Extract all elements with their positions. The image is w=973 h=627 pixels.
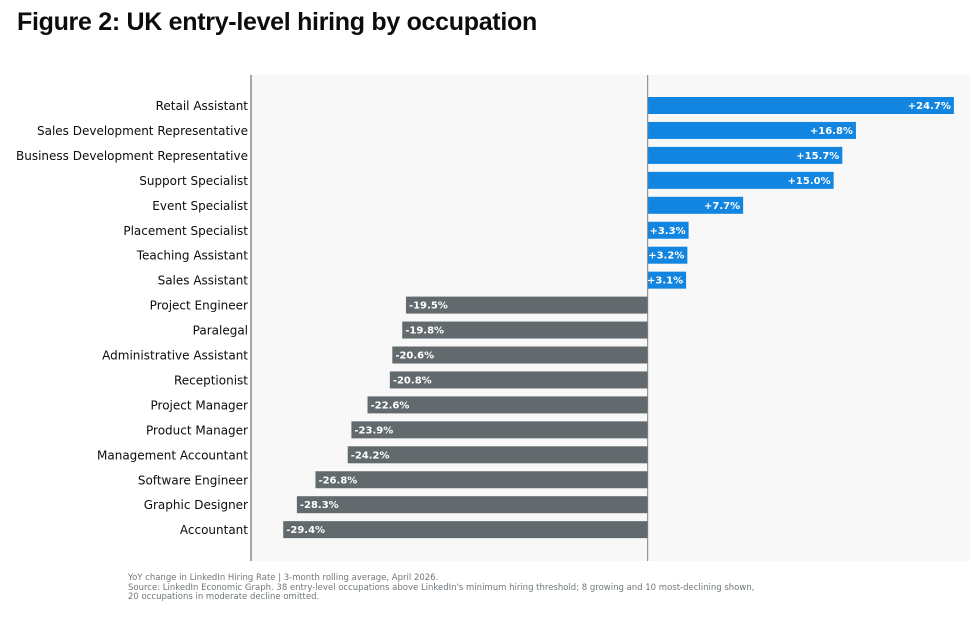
- category-label: Graphic Designer: [144, 498, 248, 512]
- bar-paralegal: [402, 321, 648, 339]
- category-label: Administrative Assistant: [102, 349, 248, 363]
- value-label: +3.3%: [649, 226, 685, 237]
- value-label: -19.5%: [409, 301, 448, 312]
- value-label: -26.8%: [318, 475, 357, 486]
- note-line-2: Source: LinkedIn Economic Graph. 38 entr…: [128, 582, 755, 593]
- value-label: -20.8%: [393, 375, 432, 386]
- category-label: Sales Assistant: [158, 274, 249, 288]
- value-label: +16.8%: [810, 126, 853, 137]
- bars-group: [283, 97, 954, 539]
- value-label: +15.0%: [788, 176, 831, 187]
- category-label: Product Manager: [146, 423, 248, 437]
- bar-sales-assistant: [647, 271, 687, 289]
- bar-sales-development-representative: [647, 121, 856, 139]
- category-label: Accountant: [180, 523, 248, 537]
- category-label: Retail Assistant: [156, 99, 249, 113]
- note-line-3: 20 occupations in moderate decline omitt…: [128, 592, 320, 602]
- category-label: Support Specialist: [139, 174, 248, 188]
- bar-product-manager: [351, 421, 648, 439]
- category-label: Event Specialist: [152, 199, 248, 213]
- value-label: -29.4%: [286, 525, 325, 536]
- bar-project-manager: [367, 396, 648, 414]
- bar-support-specialist: [647, 171, 834, 189]
- value-label: -20.6%: [395, 351, 434, 362]
- category-label: Placement Specialist: [123, 224, 248, 238]
- category-label: Project Manager: [151, 398, 249, 412]
- bar-graphic-designer: [296, 496, 648, 514]
- bar-accountant: [283, 521, 648, 539]
- category-label: Sales Development Representative: [37, 124, 248, 138]
- bar-event-specialist: [647, 196, 744, 214]
- value-label: -23.9%: [354, 425, 393, 436]
- category-label: Teaching Assistant: [136, 249, 249, 263]
- value-label: -22.6%: [371, 400, 410, 411]
- value-label: +3.1%: [647, 276, 683, 287]
- chart-title: Figure 2: UK entry-level hiring by occup…: [17, 8, 537, 36]
- bar-placement-specialist: [647, 221, 689, 239]
- value-labels-group: +24.7% +16.8% +15.7% +15.0% +7.7% +3.3% +3.2% +…: [286, 101, 951, 536]
- bar-management-accountant: [347, 446, 648, 464]
- value-label: +3.2%: [648, 251, 684, 262]
- note-line-1: YoY change in LinkedIn Hiring Rate | 3-m…: [128, 573, 439, 583]
- bar-software-engineer: [315, 471, 648, 489]
- category-label: Management Accountant: [97, 448, 248, 462]
- value-label: +7.7%: [704, 201, 740, 212]
- bar-receptionist: [389, 371, 648, 389]
- value-label: +15.7%: [796, 151, 839, 162]
- chart-notes: YoY change in LinkedIn Hiring Rate | 3-m…: [128, 573, 755, 603]
- bar-administrative-assistant: [392, 346, 648, 364]
- bar-business-development-representative: [647, 146, 843, 164]
- category-label: Software Engineer: [138, 473, 248, 487]
- value-label: -28.3%: [300, 500, 339, 511]
- bar-project-engineer: [405, 296, 648, 314]
- category-label: Paralegal: [193, 324, 248, 338]
- value-label: +24.7%: [908, 101, 951, 112]
- value-label: -24.2%: [351, 450, 390, 461]
- category-label: Receptionist: [174, 373, 248, 387]
- category-labels-group: Retail Assistant Sales Development Repres…: [16, 99, 248, 537]
- category-label: Project Engineer: [150, 299, 248, 313]
- value-label: -19.8%: [405, 326, 444, 337]
- bar-teaching-assistant: [647, 246, 688, 264]
- bar-retail-assistant: [647, 97, 954, 114]
- category-label: Business Development Representative: [16, 149, 248, 163]
